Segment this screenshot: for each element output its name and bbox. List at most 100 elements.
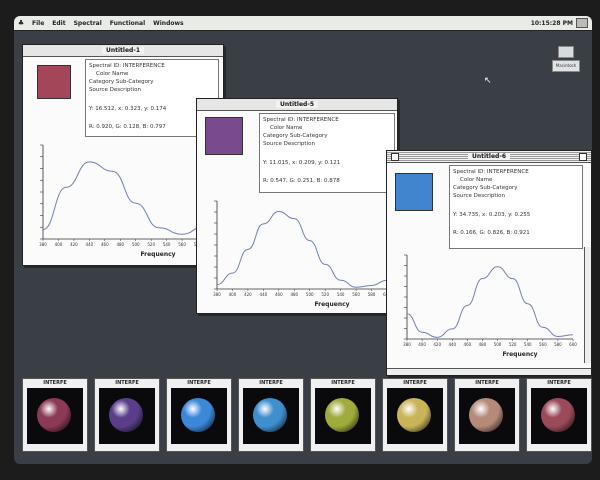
color-swatch[interactable] bbox=[205, 117, 243, 155]
sphere-render-image bbox=[243, 388, 299, 444]
shaded-sphere bbox=[469, 398, 503, 432]
x-tick-label: 460 bbox=[464, 342, 472, 347]
sphere-thumbnail[interactable]: INTERFE bbox=[454, 378, 520, 452]
sphere-render-image bbox=[99, 388, 155, 444]
thumbnail-label: INTERFE bbox=[43, 380, 67, 386]
thumbnail-label: INTERFE bbox=[475, 380, 499, 386]
window-title-bar[interactable]: Untitled-6 bbox=[387, 151, 591, 163]
x-tick-label: 440 bbox=[260, 292, 268, 297]
sphere-render-image bbox=[27, 388, 83, 444]
zoom-box-icon[interactable] bbox=[579, 153, 587, 161]
x-tick-label: 380 bbox=[213, 292, 221, 297]
spectral-window-6[interactable]: Untitled-6 Spectral ID: INTERFERENCE Colo… bbox=[386, 150, 592, 376]
shaded-sphere bbox=[253, 398, 287, 432]
menu-spectral[interactable]: Spectral bbox=[73, 19, 102, 27]
color-swatch[interactable] bbox=[395, 173, 433, 211]
color-info-panel: Spectral ID: INTERFERENCE Color Name Categ… bbox=[259, 113, 395, 193]
x-tick-label: 420 bbox=[70, 242, 78, 247]
x-tick-label: 400 bbox=[229, 292, 237, 297]
x-tick-label: 400 bbox=[55, 242, 63, 247]
color-name-text: Color Name bbox=[460, 177, 493, 183]
sphere-render-image bbox=[315, 388, 371, 444]
x-tick-label: 540 bbox=[337, 292, 345, 297]
window-title: Untitled-1 bbox=[101, 47, 145, 54]
color-swatch[interactable] bbox=[37, 65, 71, 99]
color-info-panel: Spectral ID: INTERFERENCE Color Name Categ… bbox=[449, 165, 583, 249]
x-tick-label: 500 bbox=[132, 242, 140, 247]
window-title: Untitled-5 bbox=[275, 101, 319, 108]
window-title-bar[interactable]: Untitled-5 bbox=[197, 99, 397, 111]
category-text: Category Sub-Category bbox=[89, 79, 154, 85]
menu-edit[interactable]: Edit bbox=[52, 19, 66, 27]
x-tick-label: 580 bbox=[554, 342, 562, 347]
rgb-values-text: R: 0.166, G: 0.826, B: 0.921 bbox=[453, 230, 530, 236]
category-text: Category Sub-Category bbox=[263, 133, 328, 139]
x-tick-label: 440 bbox=[448, 342, 456, 347]
menu-clock: 10:15:28 PM bbox=[530, 19, 573, 27]
sphere-thumbnail[interactable]: INTERFE bbox=[310, 378, 376, 452]
menu-file[interactable]: File bbox=[32, 19, 45, 27]
vertical-scrollbar[interactable] bbox=[584, 247, 591, 363]
screen: ♣ File Edit Spectral Functional Windows … bbox=[14, 16, 592, 464]
spectral-curve-line bbox=[406, 266, 574, 338]
x-tick-label: 520 bbox=[321, 292, 329, 297]
spectral-curve-chart: 380400420440460480500520540560580600Freq… bbox=[39, 144, 217, 258]
spectral-curve-chart: 380400420440460480500520540560580600Freq… bbox=[213, 200, 391, 308]
close-box-icon[interactable] bbox=[391, 153, 399, 161]
x-axis-label: Frequency bbox=[140, 251, 175, 258]
color-name-text: Color Name bbox=[96, 71, 129, 77]
x-tick-label: 480 bbox=[116, 242, 124, 247]
spectral-window-1[interactable]: Untitled-1 Spectral ID: INTERFERENCE Colo… bbox=[22, 44, 224, 266]
desktop-icon-label[interactable]: Macintosh bbox=[552, 60, 580, 72]
x-tick-label: 380 bbox=[39, 242, 47, 247]
window-title-bar[interactable]: Untitled-1 bbox=[23, 45, 223, 57]
x-tick-label: 400 bbox=[418, 342, 426, 347]
mouse-pointer-icon: ↖ bbox=[484, 76, 492, 86]
menu-functional[interactable]: Functional bbox=[109, 19, 146, 27]
x-tick-label: 500 bbox=[494, 342, 502, 347]
rgb-values-text: R: 0.547, G: 0.251, B: 0.878 bbox=[263, 178, 340, 184]
sphere-thumbnail[interactable]: INTERFE bbox=[94, 378, 160, 452]
thumbnail-label: INTERFE bbox=[547, 380, 571, 386]
yxy-values-text: Y: 34.735, x: 0.203, y: 0.255 bbox=[453, 212, 531, 218]
x-tick-label: 500 bbox=[306, 292, 314, 297]
window-title: Untitled-6 bbox=[467, 153, 511, 160]
sphere-thumbnail[interactable]: INTERFE bbox=[526, 378, 592, 452]
spectral-curve-line bbox=[216, 211, 388, 288]
x-tick-label: 420 bbox=[433, 342, 441, 347]
x-tick-label: 600 bbox=[569, 342, 577, 347]
x-tick-label: 520 bbox=[509, 342, 517, 347]
horizontal-scrollbar[interactable] bbox=[387, 368, 591, 375]
apple-menu-icon[interactable]: ♣ bbox=[17, 19, 25, 27]
x-tick-label: 460 bbox=[275, 292, 283, 297]
x-tick-label: 440 bbox=[86, 242, 94, 247]
shaded-sphere bbox=[37, 398, 71, 432]
sphere-render-image bbox=[171, 388, 227, 444]
application-menu-icon[interactable] bbox=[576, 18, 588, 28]
color-name-text: Color Name bbox=[270, 125, 303, 131]
sphere-thumbnail[interactable]: INTERFE bbox=[22, 378, 88, 452]
thumbnail-label: INTERFE bbox=[403, 380, 427, 386]
shaded-sphere bbox=[181, 398, 215, 432]
thumbnail-label: INTERFE bbox=[259, 380, 283, 386]
x-tick-label: 460 bbox=[101, 242, 109, 247]
x-axis-label: Frequency bbox=[502, 351, 537, 358]
sphere-thumbnail[interactable]: INTERFE bbox=[166, 378, 232, 452]
sphere-render-image bbox=[531, 388, 587, 444]
thumbnail-strip: INTERFE INTERFE INTERFE INTERFE INTERFE INTER… bbox=[22, 378, 592, 452]
shaded-sphere bbox=[397, 398, 431, 432]
x-tick-label: 380 bbox=[403, 342, 411, 347]
spectral-id-text: Spectral ID: INTERFERENCE bbox=[453, 169, 529, 175]
sphere-render-image bbox=[387, 388, 443, 444]
spectral-window-5[interactable]: Untitled-5 Spectral ID: INTERFERENCE Colo… bbox=[196, 98, 398, 314]
x-tick-label: 540 bbox=[163, 242, 171, 247]
x-tick-label: 480 bbox=[479, 342, 487, 347]
spectral-curve-line bbox=[42, 161, 214, 235]
sphere-thumbnail[interactable]: INTERFE bbox=[382, 378, 448, 452]
sphere-thumbnail[interactable]: INTERFE bbox=[238, 378, 304, 452]
shaded-sphere bbox=[325, 398, 359, 432]
menu-windows[interactable]: Windows bbox=[153, 19, 184, 27]
thumbnail-label: INTERFE bbox=[187, 380, 211, 386]
disk-icon[interactable] bbox=[558, 46, 574, 58]
yxy-values-text: Y: 16.512, x: 0.323, y: 0.174 bbox=[89, 106, 167, 112]
